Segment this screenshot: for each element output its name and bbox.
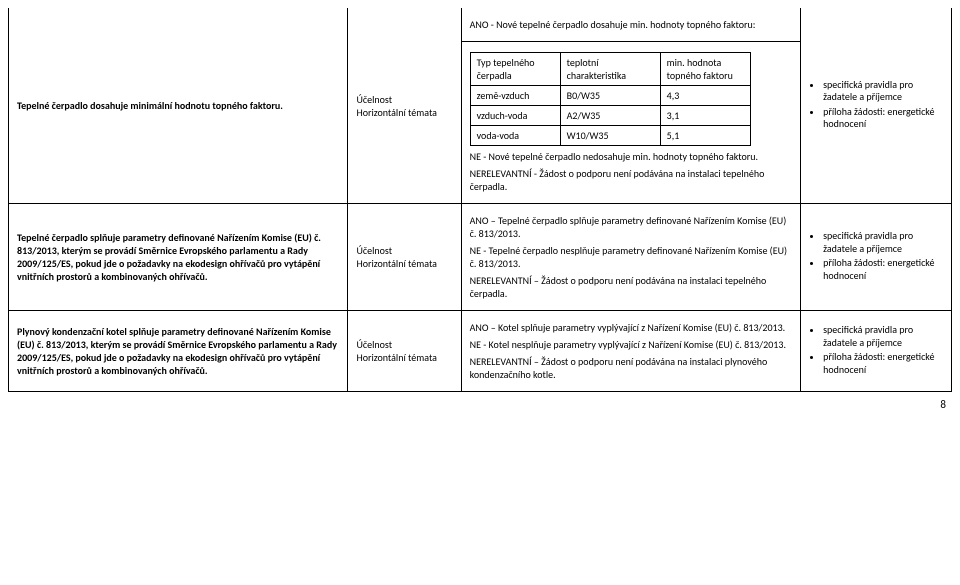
criterion-title: Tepelné čerpadlo splňuje parametry defin… bbox=[17, 231, 339, 283]
inner-header: teplotní charakteristika bbox=[560, 53, 660, 86]
page-number: 8 bbox=[8, 398, 952, 411]
answer-yes: ANO – Kotel splňuje parametry vyplývajíc… bbox=[470, 321, 792, 334]
inner-cell: W10/W35 bbox=[560, 126, 660, 146]
answer-irrelevant: NERELEVANTNÍ - Žádost o podporu není pod… bbox=[470, 167, 792, 193]
criteria-table: Tepelné čerpadlo dosahuje minimální hodn… bbox=[8, 8, 952, 392]
theme-label: Účelnost bbox=[356, 338, 452, 351]
answer-irrelevant: NERELEVANTNÍ – Žádost o podporu není pod… bbox=[470, 355, 792, 381]
answer-yes: ANO – Tepelné čerpadlo splňuje parametry… bbox=[470, 214, 792, 240]
inner-header: min. hodnota topného faktoru bbox=[660, 53, 750, 86]
inner-header: Typ tepelného čerpadla bbox=[470, 53, 560, 86]
inner-cell: vzduch-voda bbox=[470, 106, 560, 126]
answer-irrelevant: NERELEVANTNÍ – Žádost o podporu není pod… bbox=[470, 274, 792, 300]
criterion-title: Tepelné čerpadlo dosahuje minimální hodn… bbox=[17, 99, 339, 112]
source-list: specifická pravidla pro žadatele a příje… bbox=[809, 230, 943, 282]
source-list: specifická pravidla pro žadatele a příje… bbox=[809, 324, 943, 376]
table-row: Tepelné čerpadlo dosahuje minimální hodn… bbox=[9, 8, 952, 42]
table-row: Tepelné čerpadlo splňuje parametry defin… bbox=[9, 204, 952, 311]
inner-cell: 5,1 bbox=[660, 126, 750, 146]
inner-cell: B0/W35 bbox=[560, 86, 660, 106]
source-list: specifická pravidla pro žadatele a příje… bbox=[809, 79, 943, 131]
inner-cell: A2/W35 bbox=[560, 106, 660, 126]
heat-pump-spec-table: Typ tepelného čerpadla teplotní charakte… bbox=[470, 52, 751, 146]
table-row: Plynový kondenzační kotel splňuje parame… bbox=[9, 311, 952, 392]
answer-yes: ANO - Nové tepelné čerpadlo dosahuje min… bbox=[470, 18, 792, 31]
answer-no: NE - Nové tepelné čerpadlo nedosahuje mi… bbox=[470, 150, 792, 163]
answer-no: NE - Tepelné čerpadlo nesplňuje parametr… bbox=[470, 244, 792, 270]
inner-cell: 3,1 bbox=[660, 106, 750, 126]
inner-cell: voda-voda bbox=[470, 126, 560, 146]
list-item: příloha žádosti: energetické hodnocení bbox=[823, 106, 943, 131]
list-item: specifická pravidla pro žadatele a příje… bbox=[823, 324, 943, 349]
answer-no: NE - Kotel nesplňuje parametry vyplývají… bbox=[470, 338, 792, 351]
theme-label: Účelnost bbox=[356, 244, 452, 257]
list-item: specifická pravidla pro žadatele a příje… bbox=[823, 230, 943, 255]
list-item: příloha žádosti: energetické hodnocení bbox=[823, 351, 943, 376]
inner-cell: 4,3 bbox=[660, 86, 750, 106]
theme-label: Účelnost bbox=[356, 93, 452, 106]
theme-label: Horizontální témata bbox=[356, 257, 452, 270]
criterion-title: Plynový kondenzační kotel splňuje parame… bbox=[17, 325, 339, 377]
theme-label: Horizontální témata bbox=[356, 351, 452, 364]
theme-label: Horizontální témata bbox=[356, 106, 452, 119]
inner-cell: země-vzduch bbox=[470, 86, 560, 106]
list-item: specifická pravidla pro žadatele a příje… bbox=[823, 79, 943, 104]
list-item: příloha žádosti: energetické hodnocení bbox=[823, 257, 943, 282]
